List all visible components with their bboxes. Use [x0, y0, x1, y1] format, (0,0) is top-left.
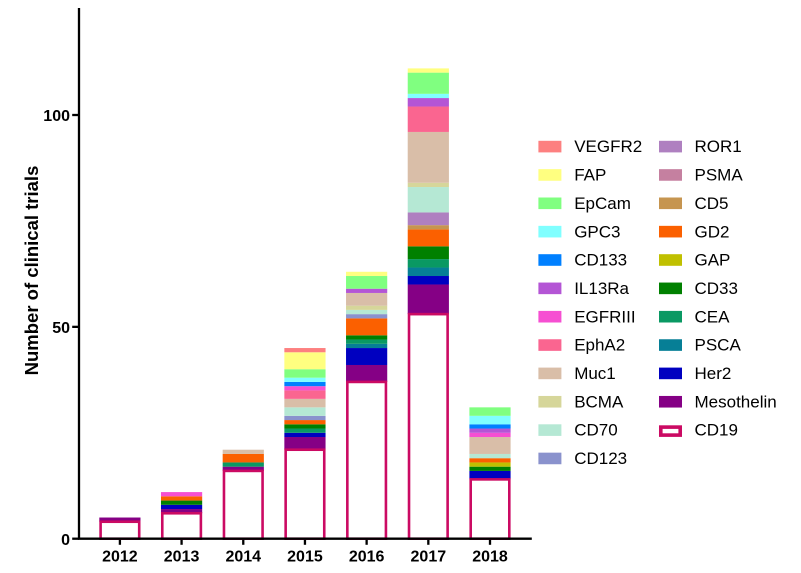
svg-text:GAP: GAP	[695, 251, 731, 270]
svg-text:2013: 2013	[164, 549, 200, 566]
svg-text:0: 0	[61, 532, 70, 549]
svg-text:Mesothelin: Mesothelin	[695, 392, 777, 411]
svg-text:EpCam: EpCam	[574, 194, 631, 213]
svg-text:CD123: CD123	[574, 449, 627, 468]
svg-text:IL13Ra: IL13Ra	[574, 279, 629, 298]
svg-text:EphA2: EphA2	[574, 336, 625, 355]
svg-text:VEGFR2: VEGFR2	[574, 137, 642, 156]
svg-text:Her2: Her2	[695, 364, 732, 383]
svg-text:FAP: FAP	[574, 166, 606, 185]
svg-text:Number of clinical trials: Number of clinical trials	[21, 166, 42, 376]
svg-text:CD133: CD133	[574, 251, 627, 270]
svg-text:2016: 2016	[349, 549, 385, 566]
svg-text:100: 100	[43, 108, 70, 125]
svg-text:GD2: GD2	[695, 222, 730, 241]
svg-text:CD33: CD33	[695, 279, 738, 298]
svg-text:2018: 2018	[472, 549, 508, 566]
svg-text:EGFRIII: EGFRIII	[574, 307, 635, 326]
svg-text:CD70: CD70	[574, 421, 617, 440]
svg-text:PSCA: PSCA	[695, 336, 742, 355]
svg-text:Muc1: Muc1	[574, 364, 616, 383]
svg-text:ROR1: ROR1	[695, 137, 742, 156]
svg-text:GPC3: GPC3	[574, 222, 620, 241]
svg-text:2015: 2015	[287, 549, 323, 566]
svg-text:CD5: CD5	[695, 194, 729, 213]
svg-text:CD19: CD19	[695, 421, 738, 440]
svg-text:2012: 2012	[102, 549, 138, 566]
svg-text:CEA: CEA	[695, 307, 731, 326]
svg-text:BCMA: BCMA	[574, 392, 624, 411]
svg-text:PSMA: PSMA	[695, 166, 744, 185]
svg-text:2017: 2017	[411, 549, 447, 566]
svg-text:2014: 2014	[225, 549, 261, 566]
svg-text:50: 50	[52, 320, 70, 337]
